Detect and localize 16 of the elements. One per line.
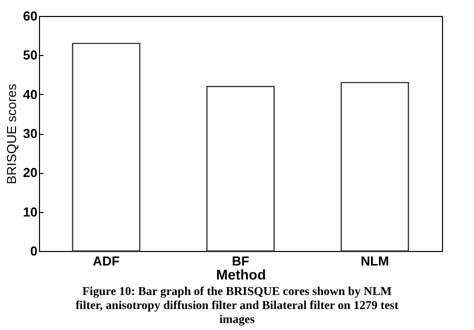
y-tick-label: 60 <box>23 8 38 24</box>
x-tick-label: NLM <box>360 254 389 268</box>
y-tick-label: 50 <box>23 48 38 63</box>
y-tick-label: 0 <box>30 244 38 258</box>
y-tick-label: 30 <box>23 126 38 141</box>
y-tick-label: 20 <box>23 165 38 180</box>
bar <box>340 82 410 252</box>
x-tick-label: BF <box>232 254 250 268</box>
x-axis-title: Method <box>216 266 266 282</box>
bar <box>72 42 140 252</box>
x-tick-label: ADF <box>92 254 120 268</box>
caption: Figure 10: Bar graph of the BRISQUE cores shown by NLM filter, anisotropy diffusion filter and Bilateral filter on 1279 test images <box>74 284 400 326</box>
y-tick-label: 10 <box>23 204 38 220</box>
y-tick-label: 40 <box>23 86 38 102</box>
bar <box>206 86 275 252</box>
y-axis-title: BRISQUE scores <box>4 83 20 184</box>
